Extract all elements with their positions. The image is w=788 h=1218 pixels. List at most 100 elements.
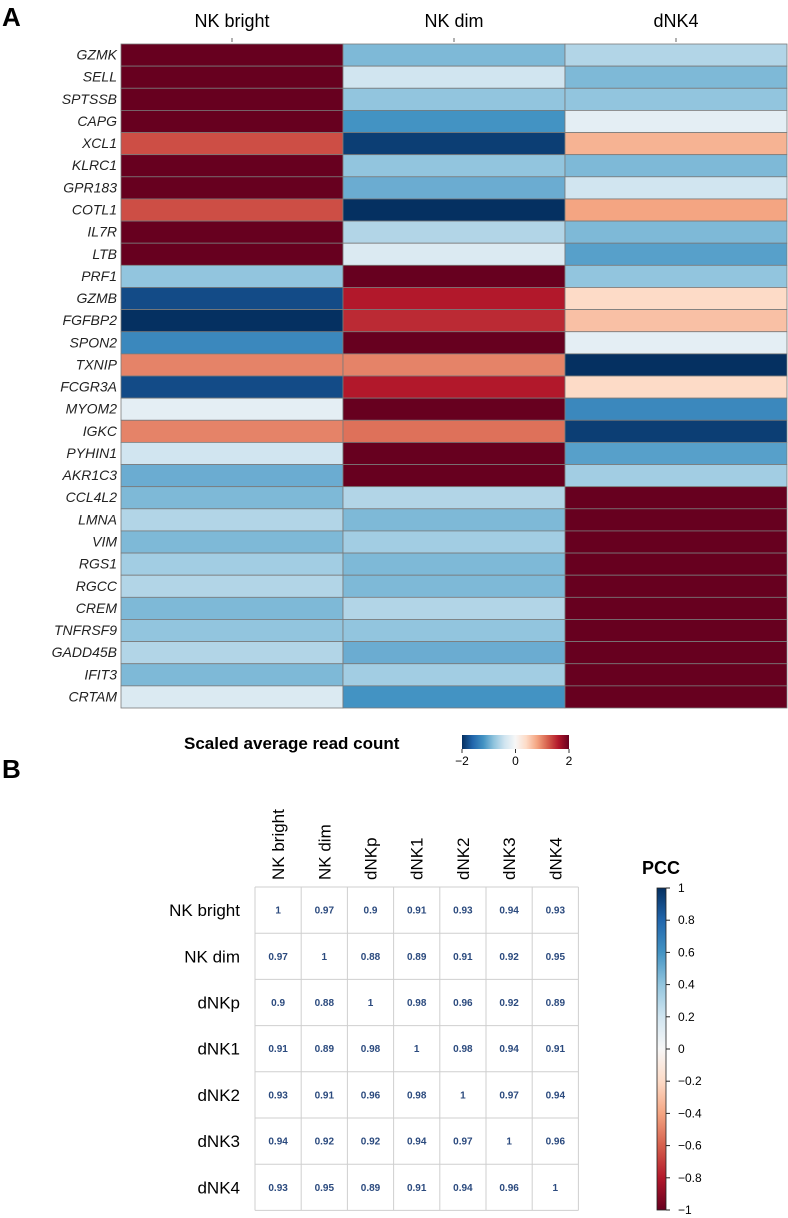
corr-value: 0.89	[361, 1183, 381, 1194]
heatmap-cell	[120, 486, 344, 510]
corr-value: 0.91	[407, 1183, 427, 1194]
corr-value: 1	[460, 1090, 466, 1101]
corr-value: 0.96	[499, 1183, 519, 1194]
corr-value: 0.94	[499, 1044, 519, 1055]
corr-value: 0.92	[499, 998, 519, 1009]
heatmap-cell	[120, 641, 344, 665]
heatmap-cell	[342, 176, 566, 200]
corr-values: 1 0.97 0.9 0.91 0.93 0.94 0.930.97 1 0.88 0.89 0.9…	[268, 906, 565, 1194]
corr-col-label: NK bright	[269, 809, 288, 880]
corr-row-label: dNK2	[197, 1086, 240, 1105]
corr-row-label: dNKp	[197, 994, 240, 1013]
heatmap-row-label: GADD45B	[52, 644, 117, 660]
heatmap-cell	[564, 43, 788, 67]
heatmap-cell	[342, 242, 566, 266]
heatmap-cell	[120, 287, 344, 311]
corr-row-label: NK dim	[184, 947, 240, 966]
heatmap-row-label: CCL4L2	[66, 489, 118, 505]
heatmap-row-label: AKR1C3	[62, 467, 118, 483]
corr-value: 1	[506, 1137, 512, 1148]
corr-value: 0.92	[499, 952, 519, 963]
heatmap-cell	[120, 198, 344, 222]
heatmap-cell	[120, 441, 344, 465]
corr-value: 0.94	[268, 1137, 288, 1148]
corr-colorbar: 1 0.8 0.6 0.4 0.2 0 −0.2 −0.4 −0.6 −0.8 −1	[656, 881, 702, 1217]
heatmap-row-label: FGFBP2	[63, 312, 118, 328]
corr-value: 0.97	[499, 1090, 519, 1101]
heatmap-cell	[120, 464, 344, 488]
heatmap-cell	[564, 87, 788, 111]
heatmap-cell	[564, 65, 788, 89]
corr-value: 0.94	[453, 1183, 473, 1194]
heatmap-cell	[342, 110, 566, 133]
heatmap-cell	[564, 685, 788, 709]
corr-colorbar-tick-label: 0	[678, 1042, 685, 1056]
heatmap-row-label: LMNA	[78, 511, 117, 527]
heatmap-cell	[120, 419, 344, 443]
heatmap-cell	[342, 154, 566, 178]
heatmap-cell	[564, 464, 788, 488]
heatmap-cell	[120, 353, 344, 377]
heatmap-colorbar-tick-label: 0	[512, 754, 519, 768]
corr-value: 0.89	[407, 952, 427, 963]
heatmap-cell	[564, 574, 788, 598]
corr-value: 0.92	[361, 1137, 381, 1148]
corr-value: 0.91	[546, 1044, 566, 1055]
heatmap-cell	[564, 375, 788, 399]
corr-value: 0.97	[268, 952, 288, 963]
heatmap-row-label: CREM	[76, 600, 118, 616]
heatmap-cell	[564, 220, 788, 244]
heatmap-cell	[342, 441, 566, 465]
corr-row-labels: NK bright NK dim dNKp dNK1 dNK2 dNK3 dNK4	[169, 901, 240, 1197]
corr-value: 0.96	[546, 1137, 566, 1148]
heatmap-row-label: MYOM2	[66, 401, 118, 417]
corr-value: 0.98	[407, 998, 427, 1009]
heatmap-cell	[564, 530, 788, 554]
heatmap-col-label: NK dim	[424, 11, 483, 31]
corr-value: 1	[553, 1183, 559, 1194]
heatmap-cell	[120, 309, 344, 333]
heatmap-row-label: IL7R	[87, 224, 117, 240]
heatmap-row-label: COTL1	[72, 202, 117, 218]
corr-value: 1	[414, 1044, 420, 1055]
heatmap-row-labels: GZMK SELL SPTSSB CAPG XCL1 KLRC1 GPR183 COTL1 IL…	[52, 47, 118, 705]
corr-value: 0.89	[315, 1044, 335, 1055]
corr-value: 0.98	[453, 1044, 473, 1055]
heatmap-row-label: VIM	[92, 534, 117, 550]
heatmap-cell	[564, 552, 788, 576]
heatmap-row-label: GPR183	[63, 179, 117, 195]
heatmap-cell	[342, 619, 566, 643]
corr-value: 0.89	[546, 998, 566, 1009]
heatmap-cell	[342, 574, 566, 598]
heatmap-row-label: SPTSSB	[62, 91, 117, 107]
corr-legend-title: PCC	[642, 858, 680, 878]
heatmap-row-label: FCGR3A	[60, 379, 117, 395]
corr-column-labels: NK bright NK dim dNKp dNK1 dNK2 dNK3 dNK4	[269, 809, 565, 880]
heatmap-row-label: SPON2	[70, 334, 118, 350]
heatmap-cell	[342, 287, 566, 311]
heatmap-cell	[342, 87, 566, 111]
heatmap-cell	[564, 596, 788, 620]
heatmap-cell	[564, 508, 788, 532]
corr-value: 0.98	[361, 1044, 381, 1055]
heatmap-cell	[342, 309, 566, 333]
corr-row-label: dNK4	[197, 1178, 240, 1197]
heatmap-cell	[564, 309, 788, 333]
heatmap-cell	[564, 441, 788, 465]
heatmap-cell	[120, 508, 344, 532]
corr-col-label: dNKp	[362, 837, 381, 880]
heatmap-cell	[342, 464, 566, 488]
heatmap-row-label: XCL1	[81, 135, 117, 151]
heatmap-cell	[342, 663, 566, 687]
heatmap-cell	[564, 176, 788, 200]
heatmap-cell	[120, 331, 344, 355]
corr-row-label: NK bright	[169, 901, 240, 920]
heatmap-cell	[120, 530, 344, 554]
heatmap-col-label: NK bright	[194, 11, 269, 31]
heatmap-cell	[342, 375, 566, 399]
heatmap-legend-title: Scaled average read count	[184, 734, 400, 753]
heatmap-row-label: CAPG	[77, 113, 117, 129]
corr-value: 0.92	[315, 1137, 335, 1148]
heatmap-cell	[120, 154, 344, 178]
heatmap-row-label: GZMK	[77, 47, 118, 63]
